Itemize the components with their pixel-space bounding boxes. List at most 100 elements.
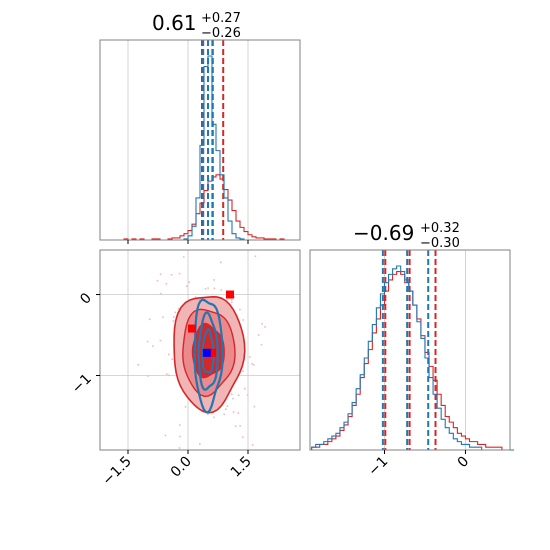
scatter-point: [199, 443, 201, 445]
scatter-point: [219, 261, 222, 264]
scatter-point: [156, 279, 159, 282]
scatter-point: [182, 256, 185, 258]
scatter-point: [231, 393, 233, 396]
corner-ytick-label-1: 0: [77, 290, 95, 308]
red-marker-0: [188, 324, 196, 333]
scatter-point: [257, 334, 260, 336]
scatter-point: [148, 318, 151, 321]
top-grid: [127, 40, 249, 240]
scatter-point: [165, 282, 168, 285]
blue-marker-0: [202, 348, 211, 357]
red-marker-1: [208, 348, 216, 357]
top-title: 0.61 +0.27 −0.26: [152, 11, 241, 41]
corner-xtick-label-0: −1.5: [99, 454, 134, 489]
scatter-point: [242, 319, 245, 321]
scatter-point: [165, 373, 168, 375]
right-xtick-label-1: 0: [455, 454, 473, 472]
scatter-point: [241, 436, 244, 438]
scatter-point: [253, 405, 256, 408]
right-ticks: −1 0: [365, 450, 472, 479]
right-panel: −1 0 −0.69 +0.32 −0.30: [309, 221, 515, 479]
scatter-point: [174, 311, 177, 314]
scatter-point: [207, 287, 209, 289]
scatter-point: [159, 339, 162, 342]
blue-contour-outer: [193, 298, 224, 414]
corner-markers: [188, 290, 234, 357]
top-histograms: [100, 40, 300, 241]
scatter-point: [146, 340, 149, 343]
scatter-point: [179, 435, 181, 438]
blue-contour-inner: [201, 328, 215, 374]
scatter-point: [251, 444, 254, 446]
top-ticks: [127, 240, 249, 244]
right-xtick-label-0: −1: [365, 454, 391, 480]
scatter-point: [207, 413, 209, 416]
scatter-point: [233, 296, 236, 298]
top-title-value: 0.61: [152, 11, 197, 35]
top-title-minus: −0.26: [201, 26, 241, 41]
scatter-point: [230, 301, 233, 304]
scatter-point: [264, 326, 266, 328]
scatter-point: [260, 343, 263, 346]
right-title-value: −0.69: [353, 221, 414, 245]
corner-xtick-label-1: 0.0: [168, 454, 195, 481]
scatter-point: [223, 413, 225, 416]
scatter-point: [167, 374, 170, 377]
scatter-point: [194, 296, 197, 299]
scatter-point: [178, 447, 181, 449]
scatter-point: [232, 411, 235, 413]
right-title: −0.69 +0.32 −0.30: [353, 221, 460, 251]
top-panel-frame: [99, 39, 301, 241]
scatter-point: [261, 322, 263, 325]
scatter-point: [167, 353, 170, 356]
scatter-point: [164, 434, 167, 437]
scatter-point: [184, 406, 187, 408]
scatter-point: [237, 394, 240, 396]
scatter-point: [147, 375, 149, 377]
scatter-point: [173, 316, 175, 318]
scatter-point: [220, 289, 223, 291]
scatter-point: [159, 292, 162, 295]
right-title-minus: −0.30: [420, 236, 460, 251]
scatter-point: [246, 394, 249, 396]
scatter-point: [213, 287, 216, 290]
scatter-point: [159, 273, 162, 275]
corner-ytick-label-0: −1: [69, 371, 95, 397]
scatter-point: [230, 299, 233, 301]
scatter-point: [170, 273, 173, 276]
scatter-point: [252, 364, 255, 366]
scatter-point: [137, 364, 139, 366]
scatter-point: [213, 279, 215, 281]
scatter-point: [204, 287, 207, 290]
corner-panel: −1.5 0.0 1.5 −1 0: [69, 249, 301, 489]
scatter-point: [171, 358, 174, 361]
blue-contour-mid: [197, 311, 219, 391]
scatter-point: [213, 416, 215, 419]
scatter-point: [162, 316, 164, 318]
scatter-point: [185, 285, 188, 287]
scatter-point: [249, 356, 251, 358]
scatter-point: [224, 408, 227, 411]
top-panel: 0.61 +0.27 −0.26: [99, 11, 301, 244]
scatter-point: [237, 412, 240, 414]
scatter-point: [178, 272, 181, 275]
scatter-point: [234, 425, 237, 427]
scatter-point: [152, 345, 154, 347]
scatter-point: [188, 281, 190, 283]
scatter-point: [172, 320, 175, 322]
scatter-point: [239, 308, 241, 311]
corner-panel-frame: [99, 249, 301, 451]
scatter-point: [239, 424, 241, 427]
corner-xtick-label-2: 1.5: [228, 454, 255, 481]
scatter-point: [242, 370, 244, 372]
right-hist-blue: [311, 265, 515, 451]
scatter-point: [226, 405, 229, 407]
right-panel-frame: [309, 249, 511, 451]
scatter-point: [254, 255, 257, 258]
scatter-point: [177, 307, 180, 310]
red-marker-2: [226, 290, 234, 299]
right-histograms: [311, 250, 515, 451]
top-title-plus: +0.27: [201, 11, 241, 26]
scatter-point: [232, 397, 234, 400]
